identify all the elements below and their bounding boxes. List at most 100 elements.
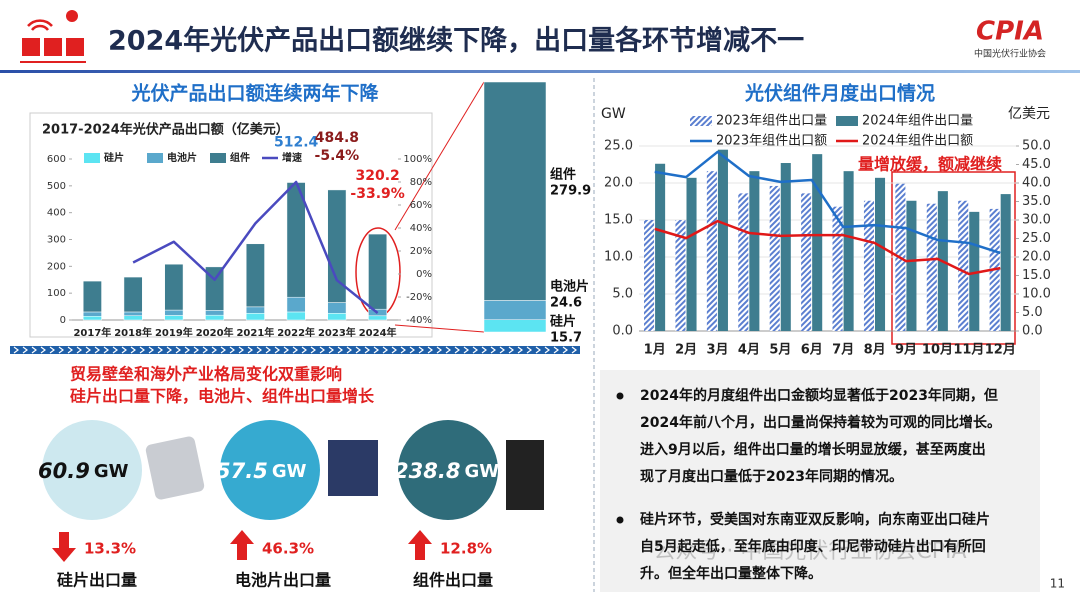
bar <box>82 311 102 317</box>
chevron <box>364 346 370 354</box>
y2-tick-label: 45.0 <box>1022 157 1051 172</box>
chevron <box>67 346 73 354</box>
y-axis-label: GW <box>601 106 626 122</box>
chevron <box>436 346 442 354</box>
x-tick-label: 5月 <box>769 343 791 358</box>
legend-label: 2024年组件出口额 <box>862 134 973 149</box>
chevron <box>283 346 289 354</box>
chevron <box>238 346 244 354</box>
stat-value: 60.9 GW <box>38 459 129 483</box>
legend-swatch <box>690 116 712 126</box>
y2-tick-label: 0.0 <box>1022 324 1043 339</box>
chevron <box>148 346 154 354</box>
stat-circle <box>398 420 498 520</box>
stat-number: 57.5 <box>216 459 268 483</box>
y2-tick-label: 15.0 <box>1022 268 1051 283</box>
chevron <box>463 346 469 354</box>
stat-number: 60.9 <box>38 459 90 483</box>
chevron <box>31 346 37 354</box>
stat-change: 46.3% <box>262 540 314 558</box>
chevron <box>346 346 352 354</box>
bullet-dot <box>616 516 624 524</box>
x-tick-label: 3月 <box>707 343 729 358</box>
y2-tick-label: 40% <box>410 223 432 234</box>
stat-unit: GW <box>94 461 129 482</box>
bar <box>780 163 791 331</box>
bar <box>832 206 843 331</box>
stat-label: 组件出口量 <box>413 571 493 590</box>
zoom-segment <box>483 81 547 301</box>
zoom-line <box>394 324 485 333</box>
watermark: 公众号 · 中国光伏行业协会CPIA <box>653 539 966 564</box>
zoom-value: 279.9 <box>550 184 591 199</box>
chevron <box>202 346 208 354</box>
legend-swatch <box>147 153 163 163</box>
chevron <box>220 346 226 354</box>
chevron <box>58 346 64 354</box>
chevron <box>301 346 307 354</box>
section-title: 光伏产品出口额连续两年下降 <box>130 82 379 105</box>
y2-tick-label: 30.0 <box>1022 213 1051 228</box>
bar <box>874 177 886 331</box>
legend-label: 电池片 <box>167 151 197 164</box>
chevron <box>40 346 46 354</box>
x-tick-label: 8月 <box>864 343 886 358</box>
chevron <box>121 346 127 354</box>
highlight-box <box>891 171 1016 345</box>
bar <box>327 189 347 303</box>
y2-tick-label: 35.0 <box>1022 194 1051 209</box>
x-tick-label: 12月 <box>985 343 1016 358</box>
bar <box>368 233 388 310</box>
bar <box>245 306 265 314</box>
bar <box>969 211 980 331</box>
banner-strip <box>10 346 580 354</box>
stat-circle <box>220 420 320 520</box>
bar <box>706 171 717 331</box>
chevron <box>310 346 316 354</box>
strip-bar <box>10 346 580 354</box>
bullet-text: 硅片环节，受美国对东南亚双反影响，向东南亚出口硅片 <box>640 511 990 528</box>
bar <box>812 154 823 331</box>
x-tick-label: 9月 <box>895 343 917 358</box>
chevron <box>193 346 199 354</box>
line-series <box>654 150 1001 255</box>
chevron <box>274 346 280 354</box>
bar <box>164 309 184 316</box>
chevron <box>526 346 532 354</box>
y2-tick-label: 25.0 <box>1022 231 1051 246</box>
legend-label: 组件 <box>230 151 250 164</box>
chevron <box>157 346 163 354</box>
chevron <box>292 346 298 354</box>
chevron <box>391 346 397 354</box>
y-tick-label: 100 <box>47 288 66 299</box>
y2-tick-label: 0% <box>416 269 432 280</box>
bar <box>686 177 697 331</box>
chart-title: 2017-2024年光伏产品出口额（亿美元） <box>42 122 289 138</box>
section-title: 光伏组件月度出口情况 <box>744 82 935 105</box>
y2-tick-label: 5.0 <box>1022 305 1043 320</box>
zoom-label: 硅片 <box>550 314 576 330</box>
bar <box>164 263 184 311</box>
chevron <box>418 346 424 354</box>
chevron <box>472 346 478 354</box>
stat-unit: GW <box>464 461 499 482</box>
chevron <box>508 346 514 354</box>
zoom-segment <box>483 319 547 333</box>
bar <box>205 310 225 316</box>
stat-value: 238.8 GW <box>394 459 499 483</box>
stat-label: 电池片出口量 <box>235 571 331 590</box>
bar <box>863 200 874 331</box>
header-rule <box>0 70 1080 73</box>
bar <box>717 149 728 331</box>
bar <box>327 302 347 314</box>
stat-circle <box>42 420 142 520</box>
chevron <box>553 346 559 354</box>
y-tick-label: 0 <box>60 315 66 326</box>
bar <box>245 243 265 308</box>
line-series <box>132 180 379 314</box>
logo: CPIA <box>976 17 1044 47</box>
x-tick-label: 2021年 <box>236 326 274 339</box>
chevron <box>481 346 487 354</box>
y-tick-label: 400 <box>47 208 66 219</box>
y-tick-label: 10.0 <box>604 250 633 265</box>
